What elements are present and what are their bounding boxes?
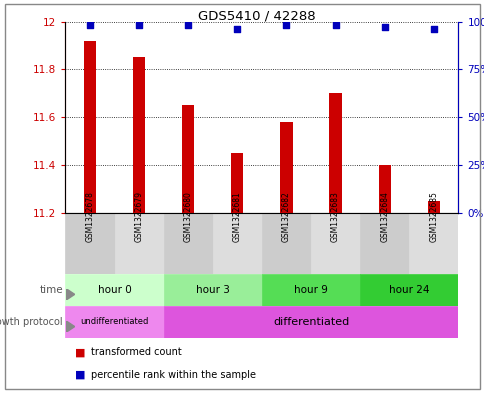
Text: hour 3: hour 3	[196, 285, 229, 295]
Text: ■: ■	[75, 347, 86, 357]
Bar	[163, 213, 212, 274]
Bar	[378, 165, 390, 213]
Bar	[408, 213, 457, 274]
Bar	[280, 122, 292, 213]
Bar	[427, 201, 439, 213]
Text: ■: ■	[75, 370, 86, 380]
Bar	[84, 41, 96, 213]
Point	[331, 22, 339, 29]
Text: growth protocol: growth protocol	[0, 317, 63, 327]
Bar	[231, 153, 243, 213]
Bar	[133, 57, 145, 213]
Text: transformed count: transformed count	[91, 347, 181, 357]
Bar	[310, 213, 359, 274]
Text: GSM1322685: GSM1322685	[428, 191, 438, 242]
Bar	[261, 213, 310, 274]
Text: GDS5410 / 42288: GDS5410 / 42288	[198, 10, 315, 23]
Point	[86, 22, 94, 29]
Bar	[359, 213, 408, 274]
Text: differentiated: differentiated	[272, 317, 348, 327]
Point	[380, 24, 388, 31]
Text: percentile rank within the sample: percentile rank within the sample	[91, 370, 255, 380]
Text: GSM1322684: GSM1322684	[379, 191, 388, 242]
Bar	[65, 213, 114, 274]
Text: GSM1322683: GSM1322683	[331, 191, 339, 242]
Text: GSM1322680: GSM1322680	[183, 191, 192, 242]
Text: hour 0: hour 0	[97, 285, 131, 295]
Point	[282, 22, 290, 29]
Bar	[182, 105, 194, 213]
Bar	[65, 306, 163, 338]
Point	[429, 26, 437, 32]
Text: GSM1322678: GSM1322678	[85, 191, 94, 242]
Point	[233, 26, 241, 32]
Point	[184, 22, 192, 29]
Bar	[212, 213, 261, 274]
Text: hour 9: hour 9	[293, 285, 327, 295]
Bar	[163, 274, 261, 306]
Text: GSM1322682: GSM1322682	[281, 191, 290, 242]
Polygon shape	[66, 321, 75, 332]
Bar	[65, 274, 163, 306]
Polygon shape	[66, 288, 75, 300]
Text: undifferentiated: undifferentiated	[80, 318, 149, 326]
Text: GSM1322679: GSM1322679	[135, 191, 143, 242]
Text: time: time	[39, 285, 63, 295]
Text: GSM1322681: GSM1322681	[232, 191, 242, 242]
Bar	[329, 93, 341, 213]
Bar	[114, 213, 163, 274]
Bar	[163, 306, 457, 338]
Bar	[261, 274, 359, 306]
Text: hour 24: hour 24	[388, 285, 429, 295]
Point	[135, 22, 143, 29]
Bar	[359, 274, 457, 306]
